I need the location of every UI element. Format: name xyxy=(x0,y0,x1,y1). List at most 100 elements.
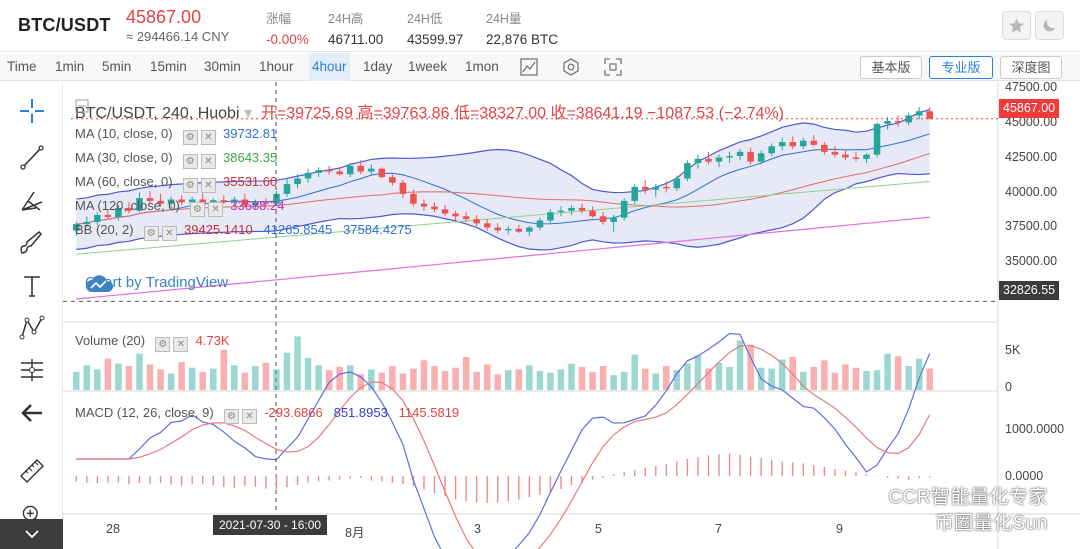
candle-body xyxy=(199,199,206,203)
crosshair-tool[interactable] xyxy=(14,94,50,128)
close-icon[interactable]: ✕ xyxy=(200,154,216,169)
collapse-legend-icon[interactable] xyxy=(75,99,89,113)
text-tool[interactable] xyxy=(14,269,50,303)
close-icon[interactable]: ✕ xyxy=(208,202,224,217)
pair-name[interactable]: BTC/USDT xyxy=(18,15,111,35)
timeframe-1mon[interactable]: 1mon xyxy=(465,59,499,74)
view-basic-button[interactable]: 基本版 xyxy=(860,56,922,79)
volume-bar xyxy=(441,371,449,390)
back-tool[interactable] xyxy=(14,396,50,430)
close-icon[interactable]: ✕ xyxy=(200,178,216,193)
gear-icon[interactable]: ⚙ xyxy=(190,202,206,217)
trendline-tool[interactable] xyxy=(14,140,50,174)
crosshair-price-tag: 32826.55 xyxy=(999,281,1060,300)
candle-body xyxy=(431,206,438,210)
cloud-icon xyxy=(86,275,114,292)
timeframe-15min[interactable]: 15min xyxy=(150,59,187,74)
ohlc-values: 开=39725.69 高=39763.86 低=38327.00 收=38641… xyxy=(260,105,784,122)
chart-toolbar: Time 1min 5min 15min 30min 1hour 4hour 1… xyxy=(0,53,1080,81)
candle-body xyxy=(778,142,786,147)
volume-bar xyxy=(304,357,312,390)
volume-bar xyxy=(357,374,365,390)
gear-icon[interactable]: ⚙ xyxy=(143,226,159,241)
volume-bar xyxy=(188,367,196,390)
candle-body xyxy=(852,157,860,159)
candle-body xyxy=(894,121,902,123)
volume-bar xyxy=(241,372,249,390)
candle-body xyxy=(273,193,280,204)
volume-bar xyxy=(768,368,775,390)
volume-tick-5k: 5K xyxy=(1005,343,1021,357)
volume-bar xyxy=(136,353,143,390)
pattern-tool[interactable] xyxy=(14,311,50,345)
candle-body xyxy=(346,165,354,175)
volume-bar xyxy=(315,365,322,390)
tradingview-watermark[interactable]: Chart by TradingView xyxy=(85,274,228,292)
timeframe-1day[interactable]: 1day xyxy=(363,59,393,74)
main-legend: BTC/USDT, 240, Huobi ▾ 开=39725.69 高=3976… xyxy=(75,99,784,123)
ma30-legend: MA (30, close, 0) ⚙ ✕ 38643.35 xyxy=(75,150,277,169)
arrow-left-icon xyxy=(21,404,42,422)
moon-icon xyxy=(1043,19,1056,32)
bollinger-lower-line xyxy=(76,172,930,251)
timeframe-5min[interactable]: 5min xyxy=(102,59,132,74)
candle-body xyxy=(178,199,185,203)
candle-body xyxy=(83,221,91,225)
chart-area[interactable]: BTC/USDT, 240, Huobi ▾ 开=39725.69 高=3976… xyxy=(63,80,1080,549)
gear-icon[interactable]: ⚙ xyxy=(155,337,171,352)
close-icon[interactable]: ✕ xyxy=(241,409,257,424)
gear-icon[interactable]: ⚙ xyxy=(182,154,198,169)
candle-body xyxy=(167,199,175,204)
theme-toggle-button[interactable] xyxy=(1035,11,1064,40)
view-depth-button[interactable]: 深度图 xyxy=(1000,56,1062,79)
candle-body xyxy=(620,200,628,218)
volume-legend: Volume (20) ⚙ ✕ 4.73K xyxy=(75,333,230,352)
candle-body xyxy=(136,198,143,211)
timeframe-time[interactable]: Time xyxy=(7,59,37,74)
timeframe-1week[interactable]: 1week xyxy=(408,59,448,74)
volume-bar xyxy=(325,370,333,390)
macd-line-value: 851.8953 xyxy=(333,405,388,420)
close-icon[interactable]: ✕ xyxy=(200,130,216,145)
timeframe-30min[interactable]: 30min xyxy=(204,59,241,74)
candle-body xyxy=(547,212,554,221)
weibo-watermark: CCR智能量化专家 币圈量化Sun xyxy=(888,487,1048,534)
price-chart-svg[interactable] xyxy=(63,82,1080,549)
indicator-settings-icon[interactable] xyxy=(560,56,582,78)
volume-bar xyxy=(684,363,691,390)
candle-body xyxy=(146,198,154,201)
candle-body xyxy=(589,210,596,217)
stat-volume-value: 22,876 BTC xyxy=(486,32,559,47)
view-pro-button[interactable]: 专业版 xyxy=(929,56,993,79)
chart-type-icon[interactable] xyxy=(518,56,540,78)
gear-icon[interactable]: ⚙ xyxy=(182,130,198,145)
candle-body xyxy=(641,186,649,190)
candle-body xyxy=(873,123,881,155)
fullscreen-icon[interactable] xyxy=(602,56,624,78)
timeframe-4hour[interactable]: 4hour xyxy=(309,53,350,81)
candle-body xyxy=(789,142,797,147)
volume-bar xyxy=(715,362,723,390)
measure-tool[interactable] xyxy=(14,353,50,387)
ma60-label: MA (60, close, 0) xyxy=(75,174,173,189)
bb-basis-value: 39425.1410 xyxy=(184,222,253,237)
favorite-button[interactable] xyxy=(1002,11,1031,40)
candle-body xyxy=(631,186,638,201)
brush-tool[interactable] xyxy=(14,226,50,260)
close-icon[interactable]: ✕ xyxy=(173,337,189,352)
ruler-tool[interactable] xyxy=(14,454,50,488)
stat-change: 涨幅 -0.00% xyxy=(266,8,309,47)
candle-body xyxy=(315,170,322,173)
toolbar-collapse-button[interactable] xyxy=(0,519,63,549)
candle-body xyxy=(842,154,849,158)
fib-tool[interactable] xyxy=(14,183,50,217)
gear-icon[interactable]: ⚙ xyxy=(223,409,239,424)
y-tick-2: 42500.00 xyxy=(1005,150,1058,164)
candle-body xyxy=(157,200,164,204)
volume-bar xyxy=(705,368,712,390)
close-icon[interactable]: ✕ xyxy=(161,226,177,241)
y-tick-0: 47500.00 xyxy=(1005,80,1058,94)
gear-icon[interactable]: ⚙ xyxy=(182,178,198,193)
timeframe-1min[interactable]: 1min xyxy=(55,59,85,74)
timeframe-1hour[interactable]: 1hour xyxy=(259,59,294,74)
